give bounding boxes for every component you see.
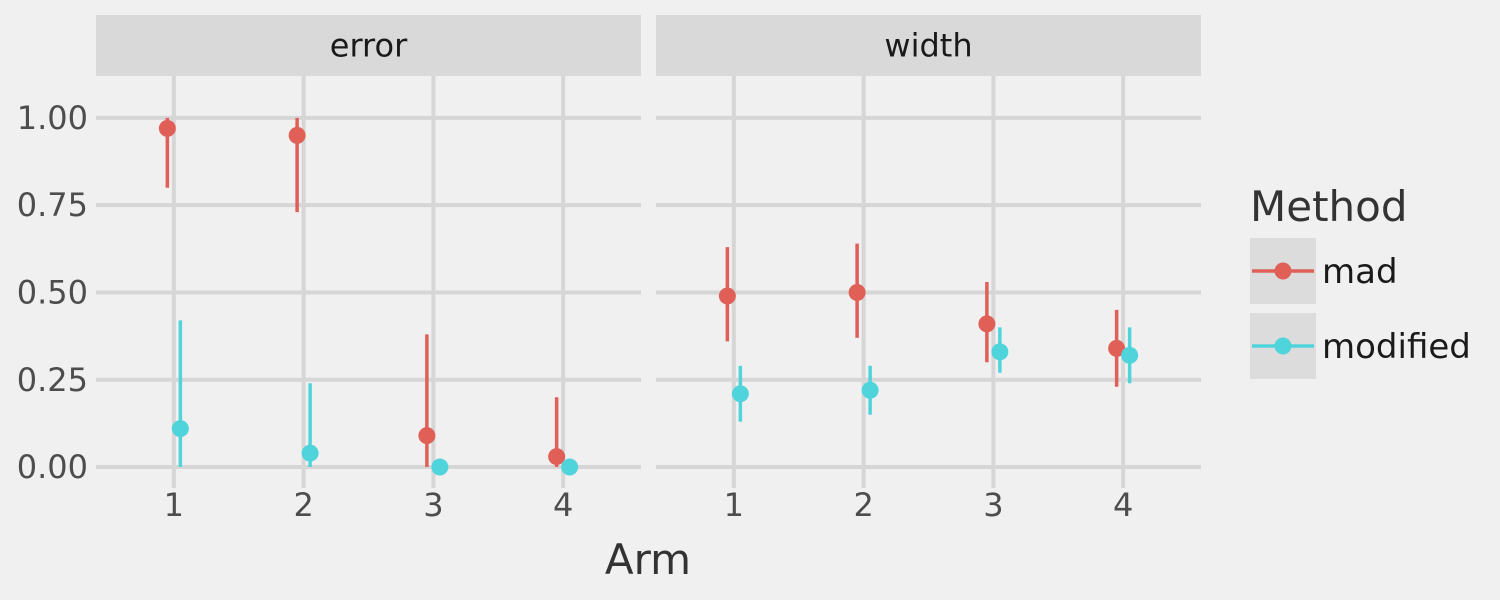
legend-key-point (1274, 262, 1292, 280)
x-axis-title: Arm (605, 535, 691, 584)
data-point (431, 458, 449, 476)
legend-item-mad: mad (1250, 238, 1398, 304)
data-point (1108, 339, 1126, 357)
data-point (171, 420, 189, 438)
data-point (861, 381, 879, 399)
facet-strip-label: width (884, 27, 972, 65)
facet-panel-error: error 1 2 3 4 0.00 0.25 0.50 0.75 1.00 (17, 15, 641, 524)
x-tick-label: 3 (423, 486, 443, 524)
y-tick-label: 0.25 (17, 361, 88, 399)
legend-label: modified (1322, 327, 1471, 367)
data-point (561, 458, 579, 476)
facet-strip-label: error (330, 27, 408, 65)
data-point (301, 444, 319, 462)
x-tick-label: 2 (293, 486, 313, 524)
legend-label: mad (1322, 252, 1398, 292)
data-point (1121, 346, 1139, 364)
facet-panel-width: width 1 2 3 4 (656, 15, 1201, 524)
series-mad (718, 243, 1126, 387)
legend-title: Method (1250, 182, 1408, 231)
facet-strip (656, 15, 1201, 76)
data-point (418, 427, 436, 445)
y-tick-label: 0.50 (17, 273, 88, 311)
x-tick-label: 2 (853, 486, 873, 524)
series-modified (171, 320, 579, 476)
y-tick-label: 0.00 (17, 448, 88, 486)
data-point (158, 119, 176, 137)
facet-strip (96, 15, 641, 76)
x-tick-label: 4 (1113, 486, 1133, 524)
data-point (731, 385, 749, 403)
data-point (288, 126, 306, 144)
data-point (978, 315, 996, 333)
x-tick-label: 1 (724, 486, 744, 524)
legend-item-modified: modified (1250, 313, 1471, 379)
x-tick-label: 3 (983, 486, 1003, 524)
data-point (848, 283, 866, 301)
legend: Method mad modified (1250, 182, 1471, 379)
series-modified (731, 327, 1139, 422)
y-tick-label: 0.75 (17, 186, 88, 224)
facet-panels: error 1 2 3 4 0.00 0.25 0.50 0.75 1.00 width 1 2 3 4 (17, 15, 1201, 524)
data-point (991, 343, 1009, 361)
data-point (718, 287, 736, 305)
legend-key-point (1274, 337, 1292, 355)
data-point (548, 448, 566, 466)
series-mad (158, 117, 566, 468)
y-tick-label: 1.00 (17, 99, 88, 137)
x-tick-label: 1 (164, 486, 184, 524)
x-tick-label: 4 (553, 486, 573, 524)
